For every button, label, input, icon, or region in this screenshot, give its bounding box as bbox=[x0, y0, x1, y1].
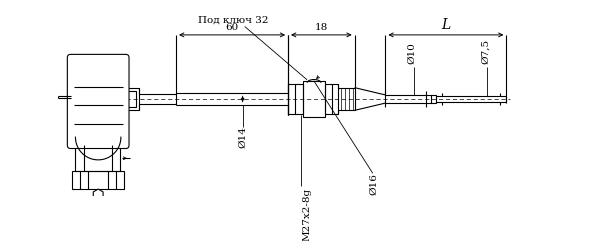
Bar bbox=[303, 81, 326, 117]
Text: Ø14: Ø14 bbox=[238, 127, 247, 148]
FancyBboxPatch shape bbox=[67, 54, 129, 148]
Text: Ø10: Ø10 bbox=[407, 42, 417, 64]
Text: Ø16: Ø16 bbox=[369, 173, 378, 195]
Bar bbox=[326, 84, 339, 114]
Bar bbox=[75, 145, 120, 171]
Bar bbox=[127, 91, 136, 107]
Text: Под ключ 32: Под ключ 32 bbox=[198, 16, 268, 25]
Bar bbox=[72, 171, 124, 189]
Text: 60: 60 bbox=[226, 23, 239, 33]
Text: М27х2-8g: М27х2-8g bbox=[303, 187, 312, 241]
Text: L: L bbox=[441, 19, 450, 33]
Bar bbox=[124, 88, 139, 110]
Bar bbox=[426, 95, 436, 103]
Text: Ø7,5: Ø7,5 bbox=[481, 39, 490, 64]
Bar bbox=[288, 84, 303, 114]
Text: 18: 18 bbox=[315, 23, 328, 33]
